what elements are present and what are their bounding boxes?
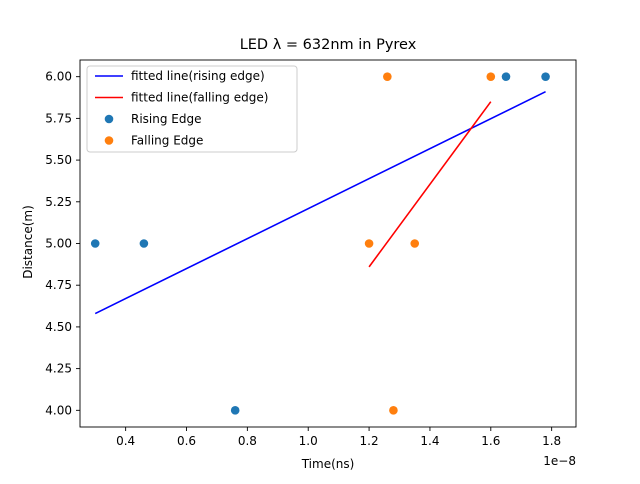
x-axis-label: Time(ns) (301, 457, 355, 471)
y-tick-label-5: 5.25 (45, 195, 72, 209)
data-point-2-4 (541, 72, 550, 81)
data-point-3-2 (389, 406, 398, 415)
legend-marker-swatch-3 (104, 136, 114, 145)
legend-label-1: fitted line(falling edge) (131, 91, 268, 105)
y-tick-label-3: 4.75 (45, 278, 72, 292)
legend-marker-swatch-2 (104, 114, 114, 124)
data-point-3-4 (486, 72, 496, 81)
data-point-2-3 (501, 72, 511, 81)
y-tick-label-8: 6.00 (45, 70, 72, 84)
data-point-3-0 (364, 239, 374, 248)
y-tick-label-2: 4.50 (45, 320, 72, 334)
y-axis-label: Distance(m) (21, 205, 35, 279)
data-point-2-0 (90, 239, 100, 248)
x-tick-label-2: 0.8 (238, 434, 257, 448)
chart-title: LED λ = 632nm in Pyrex (240, 37, 417, 53)
y-tick-label-1: 4.25 (45, 362, 72, 376)
legend-label-3: Falling Edge (131, 134, 203, 148)
plot-area: 0.4 0.6 0.8 1.0 1.2 1.4 1.6 1.8 4.00 4.25 4.50 4.75… (45, 59, 577, 448)
x-tick-label-1: 0.6 (177, 434, 196, 448)
y-tick-label-0: 4.00 (45, 403, 72, 417)
x-tick-label-5: 1.4 (420, 434, 439, 448)
y-tick-label-4: 5.00 (45, 237, 72, 251)
data-point-2-1 (139, 239, 149, 248)
data-point-2-2 (230, 406, 240, 415)
legend-label-2: Rising Edge (131, 112, 202, 126)
data-point-3-3 (410, 239, 420, 248)
fitted-line-1 (368, 101, 492, 268)
x-tick-label-0: 0.4 (116, 434, 135, 448)
x-axis-offset-label: 1e−8 (543, 454, 576, 468)
x-tick-label-6: 1.6 (481, 434, 500, 448)
x-tick-label-4: 1.2 (360, 434, 379, 448)
data-point-3-1 (383, 72, 392, 81)
x-tick-label-3: 1.0 (299, 434, 318, 448)
legend-box (86, 65, 298, 153)
legend: fitted line(rising edge) fitted line(fall… (86, 65, 298, 153)
legend-label-0: fitted line(rising edge) (131, 69, 265, 83)
y-tick-label-7: 5.75 (45, 111, 72, 125)
x-tick-label-7: 1.8 (542, 434, 561, 448)
y-tick-label-6: 5.50 (45, 153, 72, 167)
